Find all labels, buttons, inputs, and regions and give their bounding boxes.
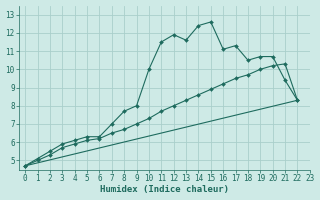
X-axis label: Humidex (Indice chaleur): Humidex (Indice chaleur): [100, 185, 229, 194]
